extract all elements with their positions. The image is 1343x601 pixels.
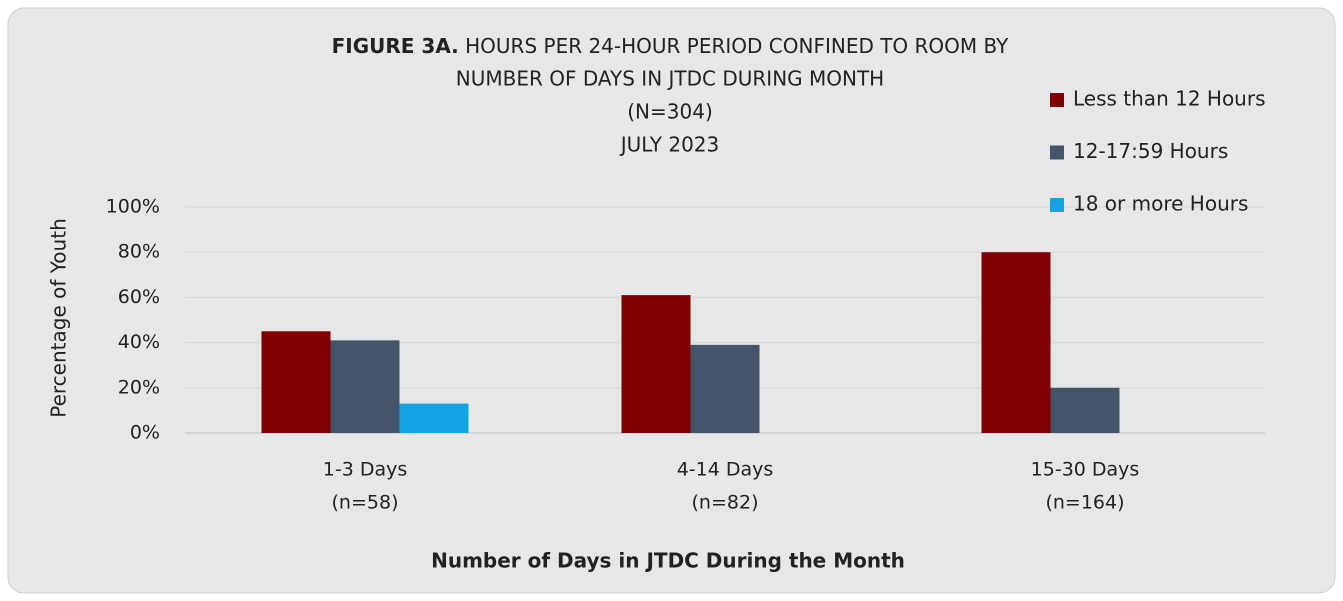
legend-swatch — [1050, 145, 1064, 160]
bar — [690, 344, 760, 433]
bar — [981, 252, 1051, 433]
bar — [330, 340, 400, 433]
x-tick-label: 1-3 Days — [323, 459, 408, 481]
chart-title-line: NUMBER OF DAYS IN JTDC DURING MONTH — [456, 67, 884, 91]
legend-label: 12-17:59 Hours — [1073, 139, 1228, 163]
y-axis-title: Percentage of Youth — [47, 218, 71, 418]
x-axis-title: Number of Days in JTDC During the Month — [431, 549, 905, 573]
x-tick-label: (n=82) — [692, 492, 759, 514]
legend-swatch — [1050, 93, 1064, 107]
chart-title: FIGURE 3A. HOURS PER 24-HOUR PERIOD CONF… — [332, 34, 1010, 58]
y-tick-label: 60% — [118, 286, 160, 308]
legend-label: 18 or more Hours — [1073, 192, 1248, 216]
y-tick-label: 20% — [118, 376, 160, 398]
y-tick-label: 100% — [106, 196, 160, 218]
x-tick-label: (n=164) — [1045, 492, 1124, 514]
y-tick-label: 0% — [130, 422, 160, 444]
title-label: FIGURE 3A. — [332, 34, 459, 58]
bar — [1050, 387, 1120, 433]
bar — [621, 295, 691, 433]
bar — [261, 331, 331, 433]
title-line: HOURS PER 24-HOUR PERIOD CONFINED TO ROO… — [465, 34, 1009, 58]
x-tick-label: (n=58) — [332, 492, 399, 514]
subtitle: (N=304) — [627, 100, 713, 124]
y-tick-label: 80% — [118, 241, 160, 263]
legend-label: Less than 12 Hours — [1073, 87, 1266, 111]
bar — [399, 403, 469, 433]
y-tick-label: 40% — [118, 331, 160, 353]
x-tick-label: 15-30 Days — [1031, 459, 1140, 481]
x-tick-label: 4-14 Days — [677, 459, 774, 481]
legend-swatch — [1050, 198, 1064, 212]
subtitle: JULY 2023 — [619, 133, 720, 157]
